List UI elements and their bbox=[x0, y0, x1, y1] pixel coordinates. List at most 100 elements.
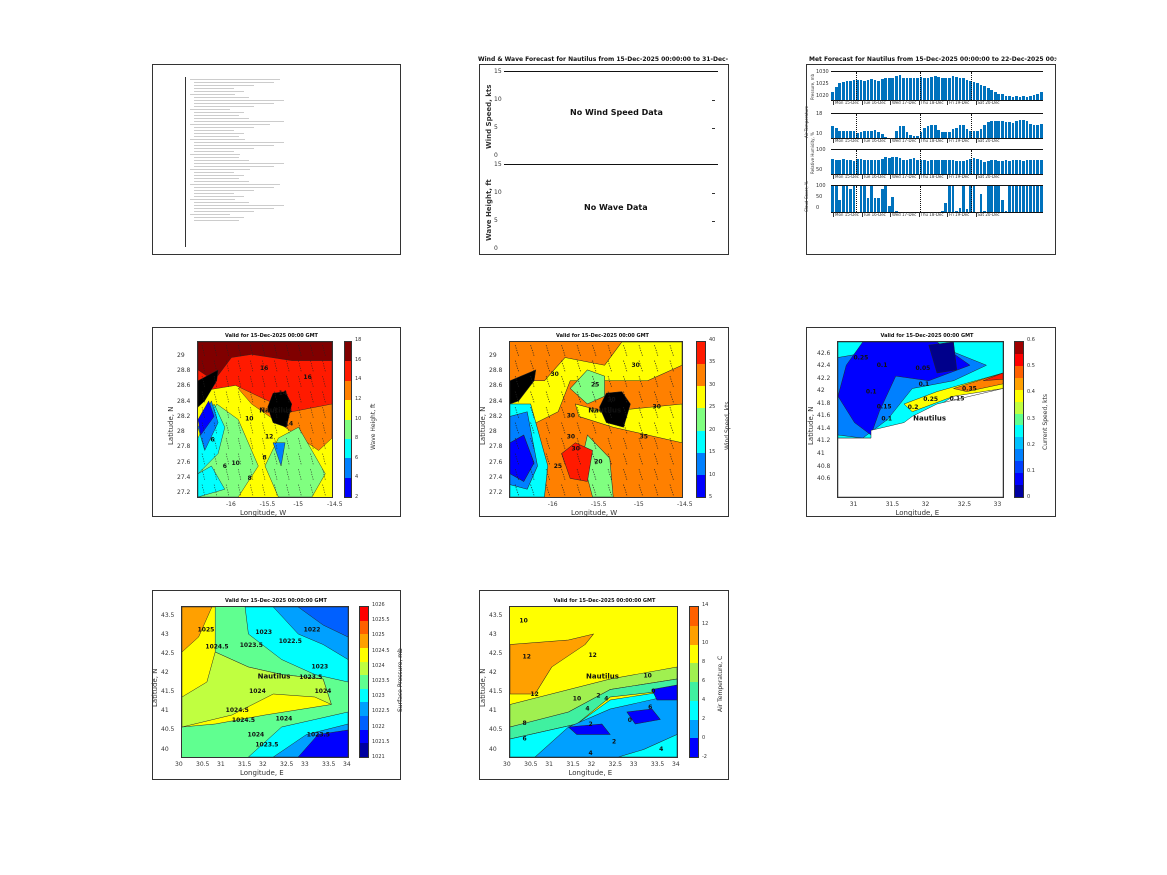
contour-label: 0.35 bbox=[962, 386, 977, 393]
colorbar-segment bbox=[1015, 389, 1023, 402]
colorbar-tick-label: 35 bbox=[709, 359, 716, 366]
wind-vector bbox=[545, 391, 550, 403]
report-text-line bbox=[190, 124, 270, 125]
report-text-line bbox=[194, 157, 239, 158]
bar bbox=[856, 132, 859, 138]
bar bbox=[1011, 122, 1015, 138]
colorbar-tick-label: 20 bbox=[709, 426, 716, 433]
bar bbox=[1008, 186, 1011, 212]
report-text-line bbox=[194, 217, 244, 218]
colorbar-tick-label: 1024.5 bbox=[372, 647, 390, 654]
bar bbox=[1018, 96, 1022, 100]
map-title: Valid for 15-Dec-2025 00:00:00 GMT bbox=[225, 598, 327, 604]
contour-label: 1025 bbox=[198, 626, 215, 633]
y-tick-label: 10 bbox=[816, 131, 823, 137]
bar bbox=[859, 80, 863, 100]
report-text-line bbox=[194, 196, 244, 197]
y-tick-label: 41 bbox=[489, 707, 497, 715]
colorbar-segment bbox=[345, 361, 351, 381]
text-report-panel bbox=[152, 64, 401, 255]
bar bbox=[990, 89, 994, 100]
bar bbox=[863, 131, 866, 138]
bar bbox=[965, 160, 969, 174]
contour-label: 8 bbox=[523, 720, 527, 727]
bar bbox=[880, 189, 884, 212]
wind-vector bbox=[669, 422, 674, 434]
contour-label: 1024.5 bbox=[205, 644, 228, 651]
bar bbox=[944, 77, 948, 100]
colorbar-tick-label: 1023.5 bbox=[372, 678, 390, 684]
bar bbox=[979, 84, 983, 100]
wind-vector bbox=[561, 376, 566, 388]
bar bbox=[1001, 121, 1004, 138]
contour-label: 0.2 bbox=[908, 404, 919, 411]
bar bbox=[1032, 186, 1036, 212]
wind-vector bbox=[201, 391, 205, 403]
y-tick-label: 40 bbox=[161, 745, 169, 753]
bar bbox=[912, 158, 916, 174]
y-tick-label: 27.6 bbox=[489, 458, 503, 466]
contour-fill bbox=[561, 442, 593, 482]
contour-label: 0.1 bbox=[881, 416, 892, 423]
bar bbox=[873, 197, 877, 212]
colorbar-segment bbox=[360, 743, 368, 758]
wind-vector bbox=[225, 391, 230, 403]
wind-vector bbox=[545, 345, 550, 357]
y-tick-label: 29 bbox=[177, 351, 185, 359]
report-text-line bbox=[194, 82, 274, 83]
bar bbox=[923, 160, 926, 174]
colorbar-tick-label: 1023 bbox=[372, 693, 385, 700]
wind-vector bbox=[669, 453, 674, 465]
bar bbox=[898, 126, 902, 138]
wind-vector bbox=[514, 484, 519, 496]
contour-label: 10 bbox=[519, 618, 527, 625]
bar bbox=[884, 136, 888, 138]
x-tick-label: 33.5 bbox=[650, 761, 665, 768]
bar bbox=[905, 77, 909, 100]
pressure-contour-map bbox=[182, 607, 348, 757]
day-axis: Mon 15-Dec Tue 16-Dec Wed 17-Dec Thu 18-Dec… bbox=[831, 138, 1043, 144]
y-tick-label: 100 bbox=[816, 147, 826, 153]
report-text-line bbox=[190, 169, 250, 170]
x-tick-label: 32.5 bbox=[608, 761, 622, 768]
bar bbox=[1022, 160, 1025, 174]
bar bbox=[1036, 124, 1039, 138]
bar bbox=[993, 121, 997, 138]
bar bbox=[969, 186, 972, 212]
y-tick-label: 5 bbox=[494, 217, 498, 224]
contour-label: 6 bbox=[648, 704, 652, 711]
colorbar-segment bbox=[690, 700, 698, 720]
bar bbox=[1008, 160, 1011, 174]
text-report-body bbox=[185, 77, 385, 247]
contour-fill bbox=[182, 607, 213, 653]
bar bbox=[969, 130, 972, 138]
bar bbox=[958, 125, 962, 138]
wind-vector bbox=[669, 407, 674, 419]
colorbar-tick-label: 4 bbox=[355, 474, 359, 481]
dotted-line bbox=[856, 114, 858, 138]
contour-label: 0.1 bbox=[919, 381, 930, 388]
bar bbox=[1022, 186, 1025, 212]
wind-vector bbox=[262, 376, 266, 388]
x-axis-label: Longitude, W bbox=[240, 509, 287, 517]
day-label: Sat 20-Dec bbox=[975, 174, 1000, 179]
bar bbox=[887, 77, 891, 100]
bar bbox=[845, 186, 849, 212]
bar bbox=[1008, 96, 1011, 100]
bar bbox=[838, 83, 842, 100]
wind-vector bbox=[638, 453, 643, 465]
bar bbox=[958, 77, 962, 100]
wind-vector bbox=[576, 422, 581, 434]
y-tick-label: 43 bbox=[489, 630, 497, 638]
bar bbox=[940, 160, 944, 174]
wind-vector bbox=[298, 391, 302, 403]
bar bbox=[877, 80, 880, 100]
contour-label: 35 bbox=[640, 433, 648, 440]
y-tick-label: 41.6 bbox=[817, 412, 831, 420]
wind-vector bbox=[286, 453, 290, 465]
bar bbox=[1015, 159, 1018, 174]
colorbar-tick-label: 30 bbox=[709, 381, 716, 388]
bar bbox=[983, 125, 986, 138]
x-tick-label: 32.5 bbox=[957, 501, 972, 508]
bar bbox=[986, 88, 990, 100]
